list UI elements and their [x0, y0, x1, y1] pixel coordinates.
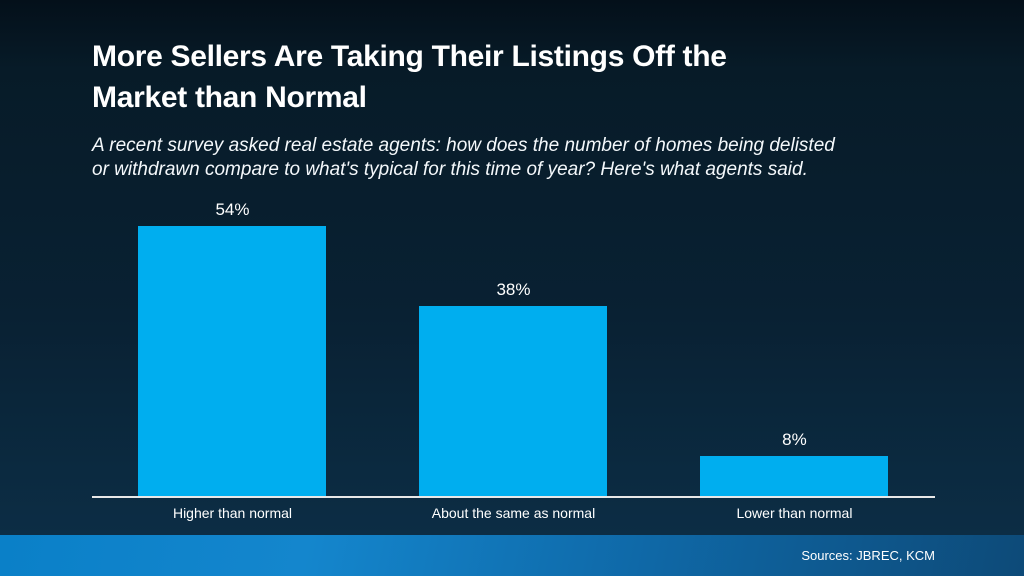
chart-header: More Sellers Are Taking Their Listings O…: [92, 36, 952, 182]
x-axis-label-same: About the same as normal: [431, 505, 596, 521]
x-axis-label-lower: Lower than normal: [736, 505, 853, 521]
sources-label: Sources: JBREC, KCM: [801, 548, 935, 563]
chart-subtitle: A recent survey asked real estate agents…: [92, 134, 952, 182]
bar-about-the-same: [419, 306, 608, 496]
bar-value-label: 38%: [496, 280, 531, 299]
bar-group-higher: 54%: [92, 196, 373, 496]
bar-lower-than-normal: [700, 456, 889, 496]
bar-higher-than-normal: [138, 226, 327, 496]
page-title: More Sellers Are Taking Their Listings O…: [92, 36, 952, 118]
x-axis-label-higher: Higher than normal: [172, 505, 293, 521]
bar-group-lower: 8%: [654, 196, 935, 496]
chart-subtitle-line1: A recent survey asked real estate agents…: [92, 135, 835, 156]
page-title-line2: Market than Normal: [92, 81, 367, 114]
bar-value-label: 54%: [215, 200, 250, 219]
chart-subtitle-line2: or withdrawn compare to what's typical f…: [92, 159, 808, 180]
bar-value-label: 8%: [782, 430, 807, 449]
x-axis-labels: Higher than normal About the same as nor…: [92, 505, 935, 521]
footer-bar: Sources: JBREC, KCM: [0, 535, 1024, 576]
bar-chart: 54% 38% 8%: [92, 196, 935, 498]
page-title-line1: More Sellers Are Taking Their Listings O…: [92, 40, 727, 73]
bar-group-same: 38%: [373, 196, 654, 496]
